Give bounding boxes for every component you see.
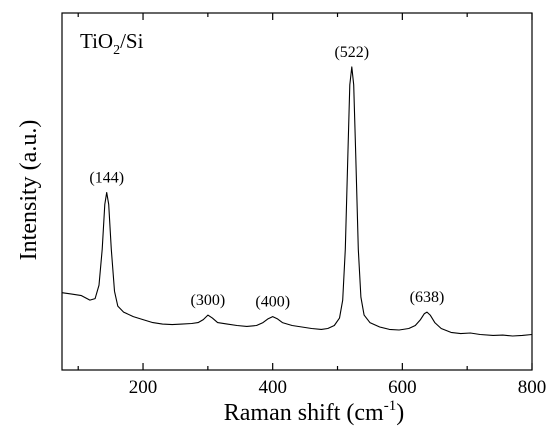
sample-label: TiO2/Si xyxy=(80,29,144,58)
plot-border xyxy=(61,12,533,371)
x-axis-label-superscript: -1 xyxy=(384,398,397,414)
spectrum-series xyxy=(61,66,533,337)
y-axis-label: Intensity (a.u.) xyxy=(16,120,42,261)
sample-label-subscript: 2 xyxy=(113,43,120,58)
x-tick-label-600: 600 xyxy=(388,377,417,398)
peak-label-400: (400) xyxy=(255,294,290,311)
peak-label-638: (638) xyxy=(410,289,445,306)
x-axis-label-suffix: ) xyxy=(396,400,404,426)
spectrum-line-0 xyxy=(61,66,533,337)
sample-label-suffix: /Si xyxy=(120,29,144,53)
x-axis-label-text: Raman shift (cm xyxy=(224,400,384,426)
x-axis-ticks xyxy=(77,13,533,370)
peak-label-144: (144) xyxy=(89,169,124,186)
x-tick-label-800: 800 xyxy=(518,377,547,398)
peak-label-300: (300) xyxy=(191,292,226,309)
plot-frame xyxy=(61,12,533,371)
x-tick-label-400: 400 xyxy=(258,377,287,398)
sample-label-prefix: TiO xyxy=(80,29,113,53)
peak-label-522: (522) xyxy=(334,44,369,61)
x-axis-tick-labels: 200 400 600 800 xyxy=(129,377,546,398)
peak-annotations: (144) (300) (400) (522) (638) xyxy=(89,44,444,311)
x-tick-label-200: 200 xyxy=(129,377,158,398)
x-axis-label: Raman shift (cm-1) xyxy=(224,398,404,426)
